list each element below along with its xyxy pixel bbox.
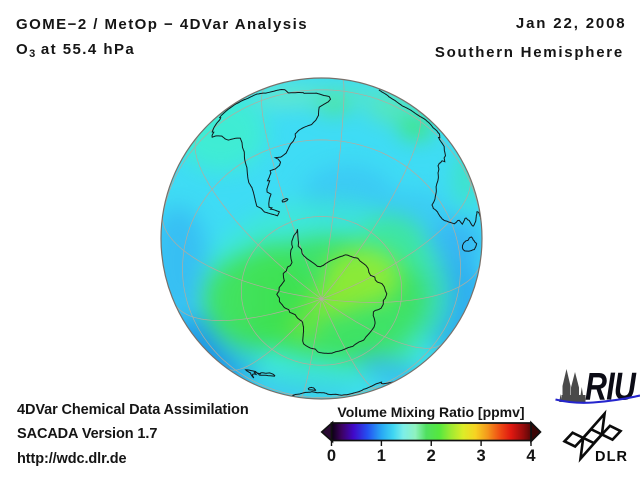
svg-text:4: 4 [526,447,536,465]
svg-text:1: 1 [377,447,386,465]
svg-text:Volume Mixing Ratio [ppmv]: Volume Mixing Ratio [ppmv] [337,404,524,420]
svg-text:DLR: DLR [595,449,628,465]
svg-text:3: 3 [477,447,486,465]
svg-text:2: 2 [427,447,436,465]
svg-text:0: 0 [327,447,336,465]
